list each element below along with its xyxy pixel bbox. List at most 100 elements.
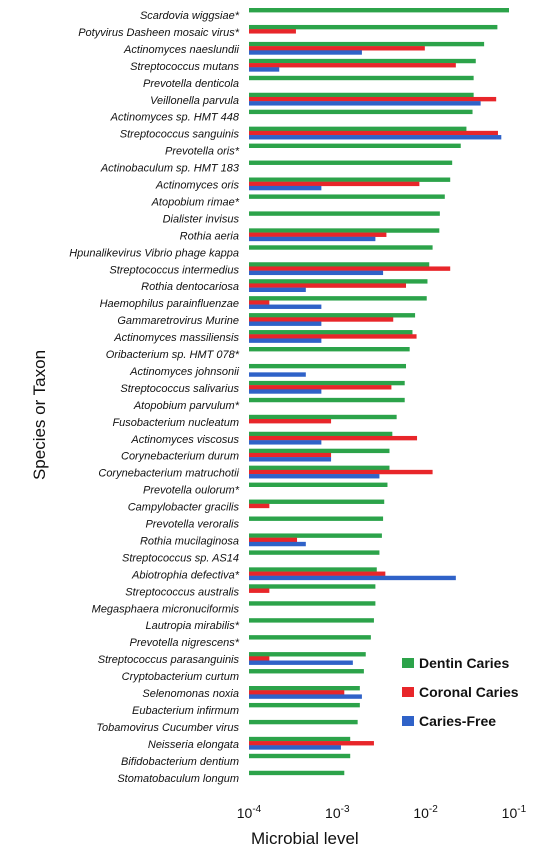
category-labels: Scardovia wiggsiae* Potyvirus Dasheen mos… [69, 10, 240, 785]
bar-caries-free [249, 67, 280, 72]
bar-coronal-caries [249, 503, 270, 509]
bar-coronal-caries [249, 334, 417, 339]
category-label: Rothia dentocariosa [141, 281, 239, 293]
bar-coronal-caries [249, 29, 296, 34]
bar-caries-free [249, 338, 322, 343]
bar-dentin-caries [249, 465, 390, 471]
bar-coronal-caries [249, 96, 497, 102]
bar-coronal-caries [249, 435, 418, 441]
category-label: Actinomyces massiliensis [113, 332, 239, 344]
category-label: Streptococcus australis [125, 586, 239, 598]
category-label: Actinomyces viscosus [130, 434, 239, 446]
category-label: Prevotella nigrescens* [130, 637, 240, 649]
bar-dentin-caries [249, 41, 485, 47]
category-label: Haemophilus parainfluenzae [100, 298, 239, 310]
category-label: Veillonella parvula [150, 95, 239, 107]
category-label: Tobamovirus Cucumber virus [96, 722, 239, 734]
bar-dentin-caries [249, 652, 366, 657]
bar-coronal-caries [249, 181, 420, 187]
category-label: Corynebacterium matruchotii [98, 468, 239, 480]
category-label: Corynebacterium durum [121, 451, 239, 463]
bar-caries-free [249, 575, 456, 581]
bar-caries-free [249, 660, 353, 665]
bar-dentin-caries [249, 753, 351, 759]
category-label: Oribacterium sp. HMT 078* [106, 349, 240, 361]
bar-dentin-caries [249, 109, 473, 115]
category-label: Selenomonas noxia [142, 688, 239, 700]
bar-caries-free [249, 745, 341, 750]
bar-dentin-caries [249, 669, 364, 674]
bar-coronal-caries [249, 317, 394, 322]
x-tick-label: 10-3 [325, 804, 350, 821]
bar-dentin-caries [249, 177, 451, 182]
legend-swatch [402, 658, 414, 668]
bar-dentin-caries [249, 8, 509, 13]
bar-dentin-caries [249, 601, 376, 606]
bar-coronal-caries [249, 232, 387, 237]
bar-caries-free [249, 321, 322, 326]
category-label: Streptococcus salivarius [120, 383, 239, 395]
bar-caries-free [249, 541, 306, 547]
bar-coronal-caries [249, 741, 374, 746]
bar-coronal-caries [249, 266, 451, 271]
bar-dentin-caries [249, 245, 433, 250]
bar-coronal-caries [249, 469, 433, 475]
bar-dentin-caries [249, 24, 498, 30]
bar-caries-free [249, 101, 481, 106]
bar-caries-free [249, 236, 376, 242]
bar-coronal-caries [249, 283, 407, 288]
bar-coronal-caries [249, 452, 332, 458]
category-label: Dialister invisus [163, 213, 240, 225]
bar-dentin-caries [249, 584, 376, 589]
bar-dentin-caries [249, 126, 467, 132]
bar-caries-free [249, 440, 322, 445]
bar-caries-free [249, 372, 306, 377]
category-label: Fusobacterium nucleatum [112, 417, 239, 429]
bar-dentin-caries [249, 482, 388, 487]
x-tick-label: 10-2 [413, 804, 438, 821]
bars [249, 8, 509, 776]
x-tick-label: 10-1 [502, 804, 527, 821]
legend-swatch [402, 716, 414, 726]
bar-dentin-caries [249, 499, 385, 504]
legend-label: Caries-Free [419, 713, 496, 729]
bar-coronal-caries [249, 385, 392, 390]
bar-dentin-caries [249, 75, 474, 81]
bar-caries-free [249, 389, 322, 394]
bar-dentin-caries [249, 347, 410, 352]
bar-dentin-caries [249, 533, 382, 538]
bar-caries-free [249, 270, 384, 276]
bar-dentin-caries [249, 279, 428, 284]
category-label: Stomatobaculum longum [117, 773, 239, 785]
bar-coronal-caries [249, 656, 270, 661]
bar-dentin-caries [249, 618, 374, 623]
category-label: Streptococcus mutans [130, 61, 239, 73]
bar-dentin-caries [249, 635, 371, 640]
bar-dentin-caries [249, 330, 413, 335]
bar-dentin-caries [249, 686, 360, 691]
bar-dentin-caries [249, 414, 397, 420]
category-label: Actinomyces sp. HMT 448 [110, 112, 240, 124]
category-label: Potyvirus Dasheen mosaic virus* [78, 27, 240, 39]
bar-coronal-caries [249, 588, 270, 593]
bar-caries-free [249, 694, 362, 699]
bar-dentin-caries [249, 363, 407, 369]
bar-dentin-caries [249, 313, 416, 318]
bar-coronal-caries [249, 419, 332, 424]
bar-caries-free [249, 304, 322, 309]
bar-dentin-caries [249, 702, 360, 708]
bar-coronal-caries [249, 690, 345, 695]
category-label: Actinomyces naeslundii [123, 44, 240, 56]
category-label: Abiotrophia defectiva* [131, 569, 240, 581]
bar-caries-free [249, 457, 332, 462]
legend-swatch [402, 687, 414, 697]
bar-caries-free [249, 135, 502, 140]
legend-label: Dentin Caries [419, 655, 509, 671]
bar-coronal-caries [249, 537, 298, 543]
category-label: Atopobium parvulum* [133, 400, 240, 412]
category-label: Neisseria elongata [148, 739, 239, 751]
bar-caries-free [249, 50, 362, 55]
bar-dentin-caries [249, 770, 345, 776]
category-label: Prevotella denticola [143, 78, 239, 90]
